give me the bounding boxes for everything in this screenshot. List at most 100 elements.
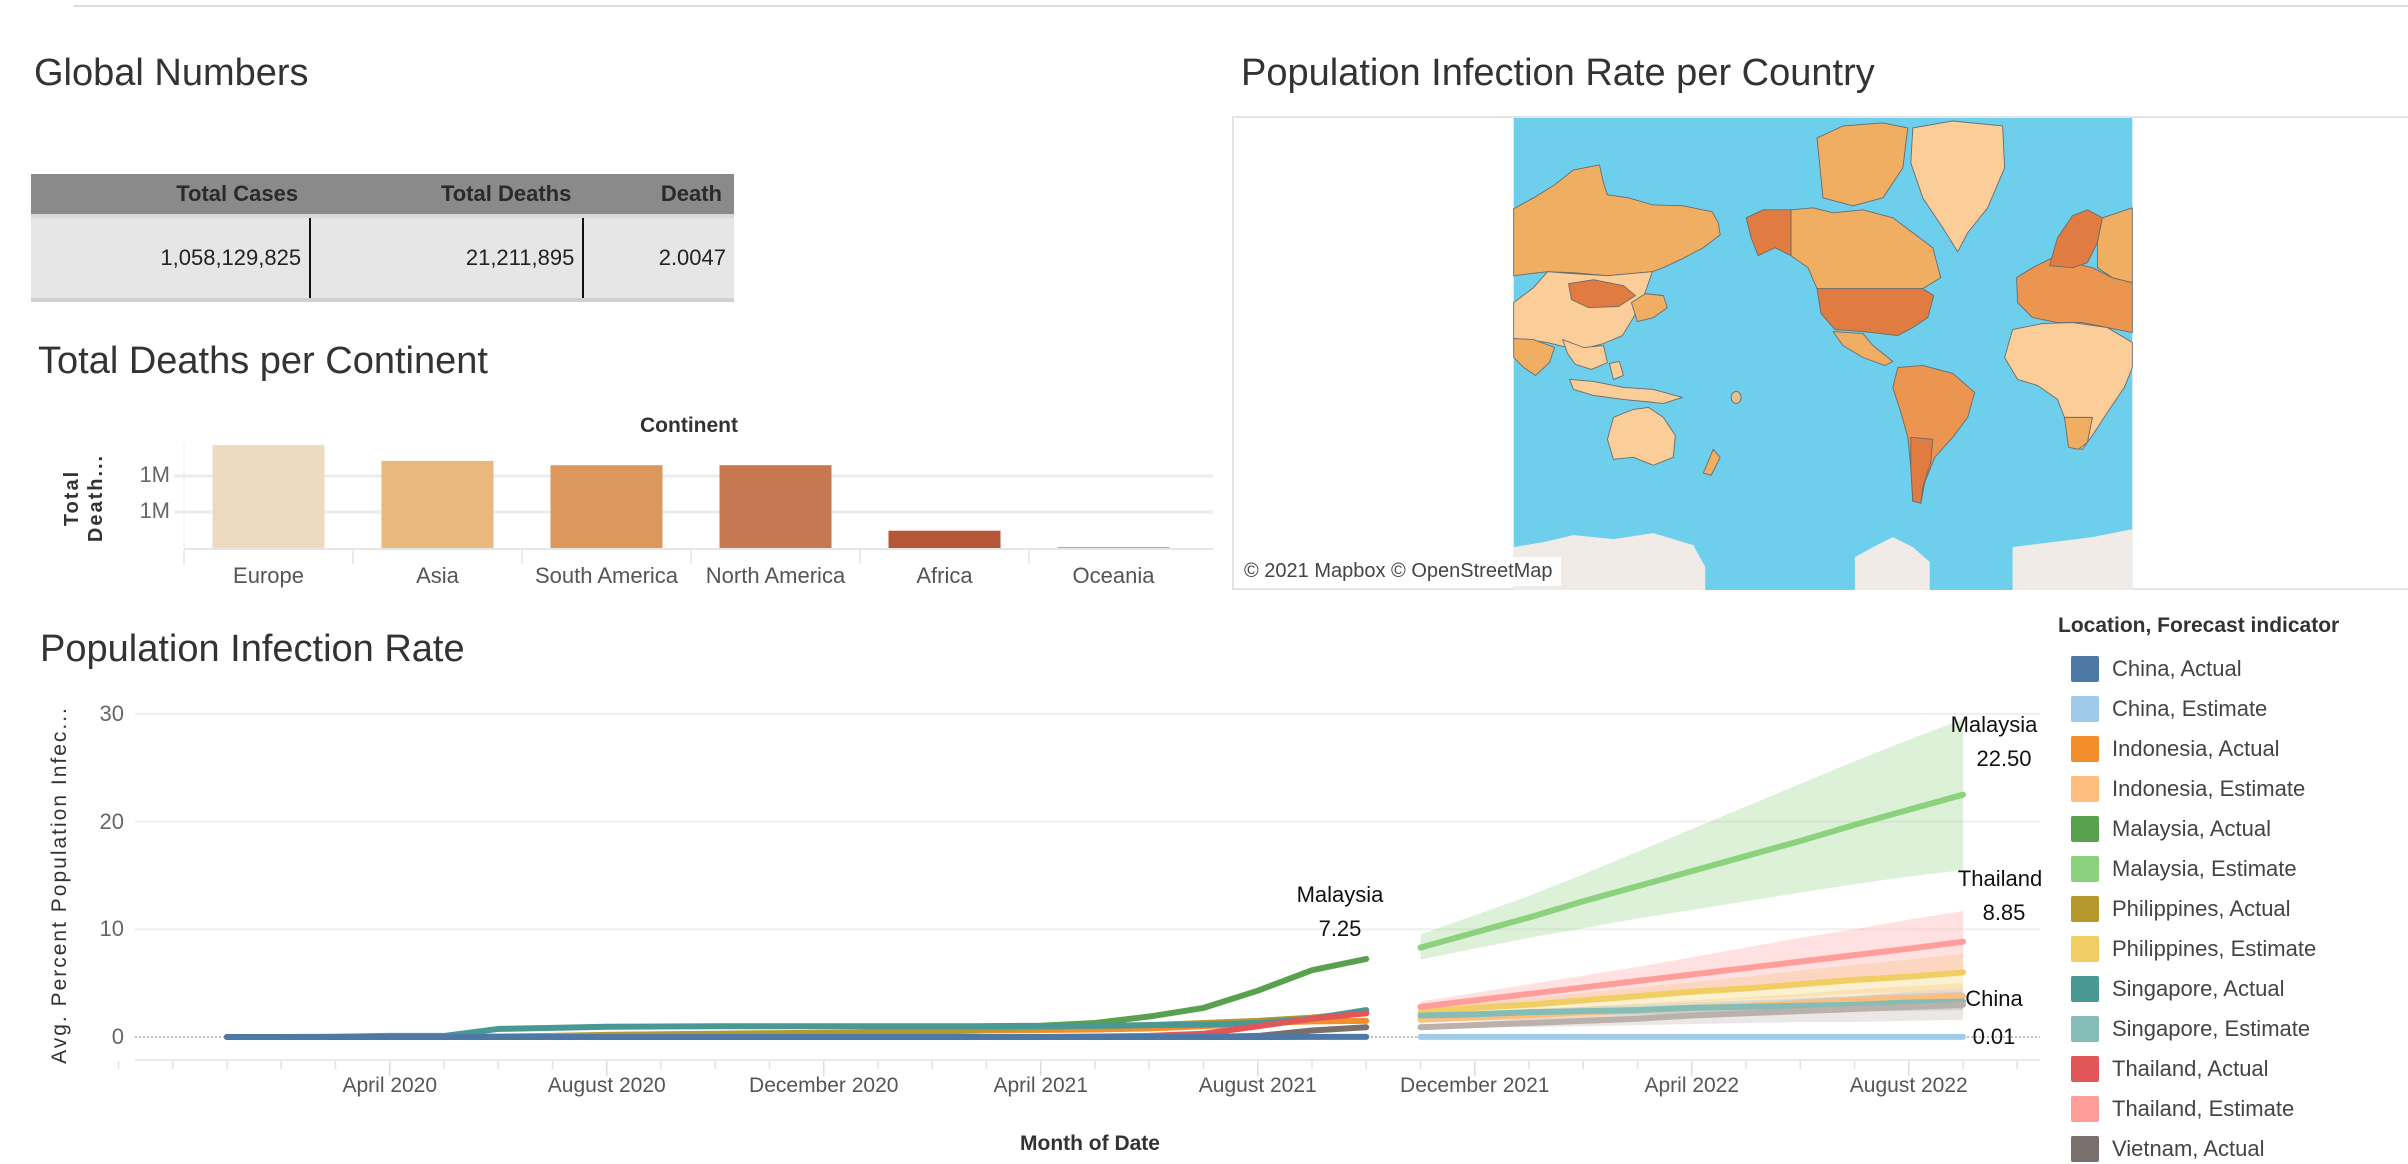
- legend-label: Malaysia, Actual: [2112, 816, 2271, 841]
- legend-item-philippines-actual[interactable]: Philippines, Actual: [2071, 894, 2291, 924]
- legend-item-thailand-actual[interactable]: Thailand, Actual: [2071, 1054, 2269, 1084]
- annotation-china-name: China: [1965, 986, 2023, 1011]
- world-choropleth-map[interactable]: [1513, 118, 2133, 590]
- y-tick-label: 20: [99, 808, 124, 834]
- x-tick-label: August 2020: [547, 1074, 666, 1097]
- legend-item-china-actual[interactable]: China, Actual: [2071, 654, 2242, 684]
- region-southern-africa[interactable]: [2064, 416, 2093, 450]
- region-japan[interactable]: [1630, 293, 1668, 323]
- column-header-death[interactable]: Death: [583, 174, 734, 218]
- line-singapore-estimate[interactable]: [1417, 998, 1966, 1019]
- legend-item-thailand-estimate[interactable]: Thailand, Estimate: [2071, 1094, 2294, 1124]
- bar-africa[interactable]: [888, 530, 1001, 548]
- legend-swatch: [2071, 1016, 2099, 1042]
- global-numbers-title: Global Numbers: [34, 52, 309, 94]
- region-southeast-asia[interactable]: [1562, 339, 1608, 370]
- legend-item-singapore-actual[interactable]: Singapore, Actual: [2071, 974, 2284, 1004]
- continent-bar-chart: [174, 445, 1213, 564]
- region-alaska[interactable]: [1745, 209, 1792, 257]
- legend-label: Indonesia, Estimate: [2112, 776, 2306, 801]
- region-australia[interactable]: [1607, 406, 1676, 466]
- region-mexico[interactable]: [1832, 331, 1894, 366]
- legend-item-singapore-estimate[interactable]: Singapore, Estimate: [2071, 1014, 2310, 1044]
- annotation-malaysia-estimate-value: 22.50: [1976, 746, 2032, 771]
- x-tick-label: April 2020: [342, 1074, 438, 1097]
- legend-item-vietnam-actual[interactable]: Vietnam, Actual: [2071, 1134, 2264, 1164]
- legend-label: Thailand, Actual: [2112, 1056, 2269, 1081]
- continent-header: Continent: [640, 414, 738, 437]
- region-greenland[interactable]: [1910, 120, 2006, 253]
- legend-label: Malaysia, Estimate: [2112, 856, 2297, 881]
- column-header-total-deaths[interactable]: Total Deaths: [310, 174, 584, 218]
- legend-label: Singapore, Actual: [2112, 976, 2285, 1001]
- legend-label: Philippines, Actual: [2112, 896, 2291, 921]
- region-philippines[interactable]: [1609, 361, 1624, 380]
- x-tick-label: April 2021: [993, 1074, 1089, 1097]
- legend-swatch: [2071, 856, 2099, 882]
- legend-label: Vietnam, Actual: [2112, 1136, 2265, 1161]
- annotation-thailand-name: Thailand: [1957, 866, 2043, 891]
- infection-chart-title: Population Infection Rate: [40, 628, 465, 670]
- y-tick-label: 1M: [139, 498, 170, 523]
- line-philippines-estimate[interactable]: [1417, 969, 1966, 1016]
- region-pacific-island[interactable]: [1730, 390, 1742, 404]
- y-tick-label: 10: [99, 916, 124, 942]
- total-cases-value: 1,058,129,825: [31, 216, 311, 302]
- death-rate-value: 2.0047: [582, 216, 734, 302]
- legend-label: Thailand, Estimate: [2112, 1096, 2295, 1121]
- top-divider: [74, 5, 2408, 7]
- y-tick-label: 30: [99, 700, 124, 726]
- bar-oceania[interactable]: [1057, 547, 1170, 549]
- bar-north-america[interactable]: [719, 465, 832, 548]
- region-argentina[interactable]: [1910, 436, 1934, 504]
- region-canada[interactable]: [1790, 207, 1942, 290]
- infection-line-chart: [117, 712, 2040, 1076]
- region-russia-west[interactable]: [2096, 207, 2133, 284]
- legend-item-philippines-estimate[interactable]: Philippines, Estimate: [2071, 934, 2316, 964]
- legend-item-china-estimate[interactable]: China, Estimate: [2071, 694, 2267, 724]
- region-mongolia[interactable]: [1568, 279, 1636, 309]
- category-label: Oceania: [1072, 563, 1155, 588]
- x-tick-label: December 2021: [1400, 1074, 1550, 1097]
- legend-item-malaysia-actual[interactable]: Malaysia, Actual: [2071, 814, 2271, 844]
- bar-europe[interactable]: [212, 445, 325, 548]
- bar-south-america[interactable]: [550, 465, 663, 548]
- legend-item-malaysia-estimate[interactable]: Malaysia, Estimate: [2071, 854, 2297, 884]
- total-deaths-value: 21,211,895: [309, 216, 584, 302]
- region-africa[interactable]: [2004, 322, 2133, 450]
- table-row: 1,058,129,825 21,211,895 2.0047: [31, 216, 734, 302]
- legend-label: Philippines, Estimate: [2112, 936, 2317, 961]
- infection-x-axis-title: Month of Date: [1020, 1132, 1160, 1155]
- legend-item-indonesia-estimate[interactable]: Indonesia, Estimate: [2071, 774, 2305, 804]
- region-india[interactable]: [1513, 338, 1556, 376]
- category-label: North America: [705, 563, 846, 588]
- band-malaysia-estimate: [1420, 719, 1963, 960]
- legend-swatch: [2071, 1136, 2099, 1162]
- line-malaysia-estimate[interactable]: [1417, 791, 1966, 951]
- legend-label: China, Actual: [2112, 656, 2242, 681]
- category-label: Africa: [916, 563, 973, 588]
- legend-swatch: [2071, 896, 2099, 922]
- region-russia[interactable]: [1513, 164, 1721, 277]
- legend-label: Singapore, Estimate: [2112, 1016, 2311, 1041]
- region-usa[interactable]: [1816, 288, 1935, 336]
- y-tick-label: 1M: [139, 462, 170, 487]
- legend-swatch: [2071, 776, 2099, 802]
- region-new-zealand[interactable]: [1702, 448, 1721, 476]
- map-attribution[interactable]: © 2021 Mapbox © OpenStreetMap: [1236, 557, 1561, 586]
- annotation-malaysia-actual-value: 7.25: [1318, 916, 1362, 941]
- legend-label: Indonesia, Actual: [2112, 736, 2280, 761]
- bar-asia[interactable]: [381, 460, 494, 548]
- line-vietnam-estimate[interactable]: [1417, 1001, 1966, 1031]
- region-arctic-islands[interactable]: [1816, 122, 1909, 207]
- legend-swatch: [2071, 1096, 2099, 1122]
- legend-item-indonesia-actual[interactable]: Indonesia, Actual: [2071, 734, 2280, 764]
- x-tick-label: August 2022: [1849, 1074, 1968, 1097]
- map-frame[interactable]: © 2021 Mapbox © OpenStreetMap: [1232, 116, 2408, 590]
- legend-label: China, Estimate: [2112, 696, 2268, 721]
- legend-title: Location, Forecast indicator: [2058, 614, 2340, 637]
- line-thailand-estimate[interactable]: [1417, 938, 1966, 1010]
- region-indonesia[interactable]: [1569, 378, 1683, 404]
- y-tick-label: 0: [111, 1024, 124, 1049]
- column-header-total-cases[interactable]: Total Cases: [31, 174, 311, 218]
